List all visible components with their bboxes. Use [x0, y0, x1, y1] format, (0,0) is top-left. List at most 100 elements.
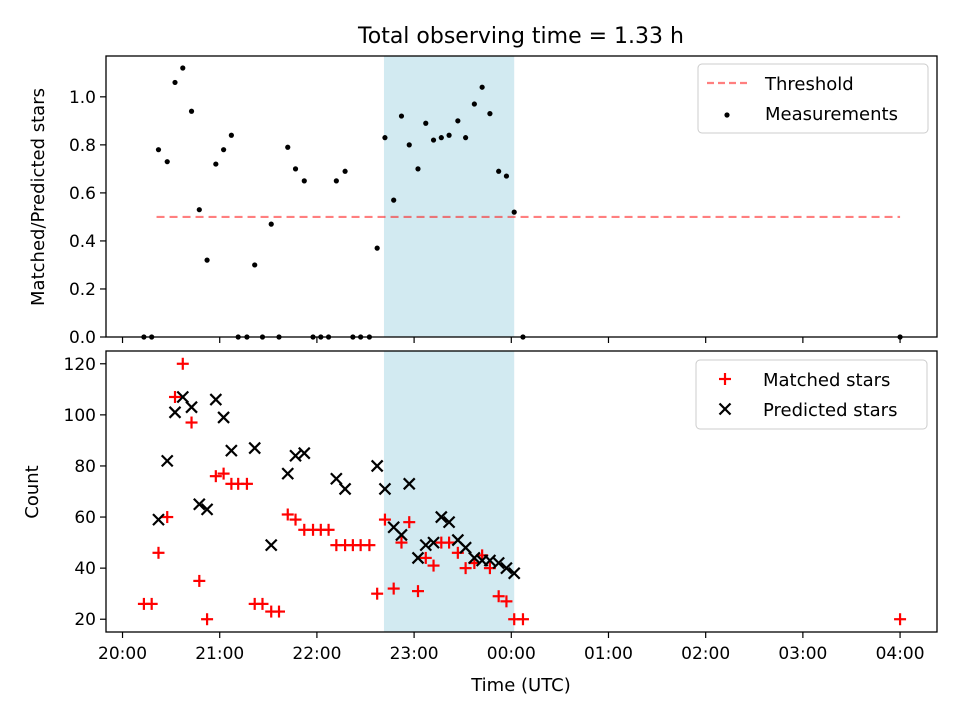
legend-box — [695, 359, 928, 430]
measurement-points — [141, 65, 903, 340]
matched-star-point — [492, 590, 505, 603]
matched-star-point — [395, 536, 408, 549]
matched-star-point — [500, 595, 513, 608]
predicted-star-point — [185, 400, 198, 414]
y-tick-label: 120 — [64, 355, 96, 375]
matched-star-point — [256, 597, 269, 610]
measurement-point — [204, 257, 210, 263]
predicted-star-points — [152, 390, 521, 580]
measurement-point — [455, 118, 461, 124]
y-tick-label: 0.8 — [69, 136, 96, 156]
matched-star-point — [193, 574, 206, 587]
y-axis-label: Count — [22, 465, 43, 518]
matched-star-point — [411, 585, 424, 598]
predicted-star-point — [395, 528, 408, 542]
measurement-point — [430, 137, 437, 143]
measurement-point — [155, 147, 162, 153]
measurement-point — [496, 168, 502, 174]
measurement-point — [180, 65, 186, 71]
x-axis-ticks: 20:00 21:00 22:00 23:00 00:00 01:00 02:00 03:00… — [98, 632, 925, 664]
count-panel: 20 40 60 80 100 120 20:00 21:00 22:00 23:00 00:00… — [22, 350, 938, 696]
measurement-point — [511, 209, 517, 215]
measurement-point — [196, 207, 202, 213]
y-tick-label: 0.6 — [69, 184, 96, 204]
matched-star-point — [176, 357, 189, 370]
legend: Threshold Measurements — [697, 63, 929, 134]
matched-star-point — [387, 582, 400, 595]
predicted-star-point — [193, 497, 206, 511]
predicted-star-point — [289, 449, 302, 463]
matched-star-point — [363, 539, 376, 552]
measurement-point — [172, 79, 178, 86]
legend-matched-swatch — [719, 373, 731, 385]
predicted-star-point — [200, 503, 214, 516]
legend-predicted-swatch — [718, 402, 732, 416]
measurement-point — [228, 132, 234, 138]
measurement-point — [503, 173, 510, 179]
predicted-star-point — [411, 551, 425, 565]
predicted-star-point — [160, 454, 174, 468]
predicted-star-point — [459, 541, 472, 554]
matched-star-point — [273, 605, 286, 618]
predicted-star-point — [297, 446, 311, 460]
predicted-star-point — [209, 393, 223, 406]
predicted-star-point — [402, 477, 416, 491]
measurement-point — [292, 166, 299, 172]
y-tick-label: 40 — [74, 559, 96, 579]
measurement-point — [333, 178, 339, 184]
y-axis-ticks: 20 40 60 80 100 120 — [64, 355, 106, 630]
x-tick-label: 21:00 — [195, 644, 244, 664]
y-tick-label: 80 — [74, 457, 96, 477]
x-axis-ticks — [121, 337, 901, 343]
y-tick-label: 0.4 — [69, 232, 96, 252]
legend-matched-label: Matched stars — [763, 370, 890, 391]
ratio-panel: Total observing time = 1.33 h 0.00.20.40… — [28, 24, 938, 348]
predicted-star-point — [427, 536, 440, 549]
measurement-point — [423, 120, 429, 126]
y-tick-label: 0.0 — [69, 328, 96, 348]
plot-frame — [105, 55, 938, 338]
measurement-point — [406, 142, 412, 148]
predicted-star-point — [338, 482, 352, 496]
matched-star-point — [169, 390, 182, 403]
measurement-point — [285, 144, 291, 150]
y-axis-ticks: 0.0 0.2 0.4 0.6 0.8 1.0 — [69, 88, 106, 348]
predicted-star-point — [225, 444, 238, 457]
predicted-star-point — [492, 556, 505, 570]
x-tick-label: 02:00 — [681, 644, 730, 664]
matched-star-point — [516, 613, 529, 626]
predicted-star-point — [248, 441, 261, 455]
measurement-point — [301, 178, 307, 184]
x-tick-label: 22:00 — [292, 644, 341, 664]
measurement-point — [438, 135, 444, 141]
legend-predicted-label: Predicted stars — [763, 400, 897, 421]
predicted-star-point — [281, 467, 295, 480]
matched-star-point — [427, 559, 440, 572]
predicted-star-point — [468, 551, 481, 565]
legend-box — [697, 63, 929, 134]
legend-threshold-label: Threshold — [764, 74, 854, 95]
predicted-star-point — [483, 554, 497, 567]
measurement-point — [342, 168, 348, 174]
measurement-point — [471, 101, 477, 107]
matched-star-point — [209, 470, 222, 483]
matched-star-point — [240, 477, 253, 490]
y-tick-label: 20 — [74, 610, 96, 630]
x-tick-label: 00:00 — [487, 644, 536, 664]
x-tick-label: 01:00 — [584, 644, 633, 664]
matched-star-point — [322, 523, 335, 536]
observing-window-span — [383, 351, 515, 632]
measurement-point — [487, 111, 493, 117]
predicted-star-point — [330, 472, 343, 486]
measurement-point — [164, 159, 170, 165]
y-axis-label: Matched/Predicted stars — [28, 88, 49, 306]
x-tick-label: 20:00 — [98, 644, 147, 664]
matched-star-point — [152, 546, 165, 559]
legend-measurement-label: Measurements — [765, 104, 898, 125]
measurement-point — [213, 161, 219, 167]
predicted-star-point — [500, 561, 513, 575]
predicted-star-point — [378, 482, 392, 496]
predicted-star-point — [152, 513, 165, 526]
predicted-star-point — [507, 566, 521, 580]
